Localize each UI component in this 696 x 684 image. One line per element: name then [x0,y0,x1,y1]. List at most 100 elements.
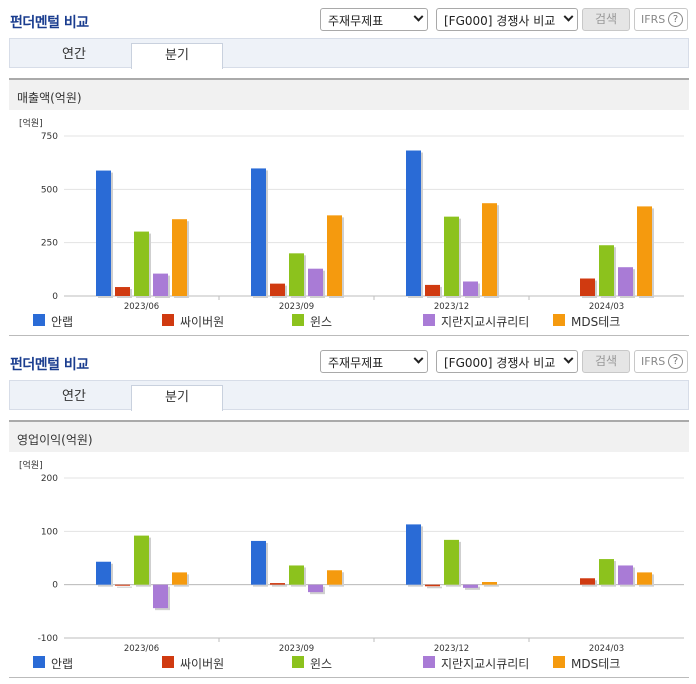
bar-mds-tech [172,219,187,296]
legend-swatch [292,314,304,326]
legend-label: MDS테크 [571,657,621,671]
search-button[interactable]: 검색 [582,8,630,31]
ifrs-button[interactable]: IFRS ? [634,350,688,373]
bar-jiran-security [618,565,633,585]
fundamental-section-operating-income: 펀더멘털 비교 주재무제표 [FG000] 경쟁사 비교 검색 IFRS ? 연… [0,342,696,684]
peer-group-select[interactable]: [FG000] 경쟁사 비교 [436,8,578,31]
bar-jiran-security [153,273,168,296]
legend-label: 지란지교시큐리티 [441,315,530,329]
legend-swatch [553,314,565,326]
bar-mds-tech [482,582,497,585]
bar-shadow [272,585,287,587]
peer-group-value: [FG000] 경쟁사 비교 [444,356,556,370]
x-tick-label: 2023/09 [279,644,314,652]
operating-income-chart: [억원] -100 0 100 200 2023/06 2023/09 2023/12 2024… [9,452,689,678]
statement-type-select[interactable]: 주재무제표 [320,350,428,373]
statement-type-value: 주재무제표 [328,14,384,28]
legend-swatch [33,656,45,668]
y-tick-label: 750 [41,132,58,142]
bar-ahnlab [406,150,421,296]
x-tick-label: 2024/03 [589,644,624,652]
bar-wins [134,535,149,585]
bar-shadow [465,586,480,590]
tab-quarterly[interactable]: 분기 [131,385,223,411]
statement-type-value: 주재무제표 [328,356,384,370]
bar-cyberone [270,283,285,296]
bar-wins [444,539,459,585]
bar-mds-tech [172,572,187,585]
revenue-chart-plot: [억원] 0 250 500 750 2023/06 2023/09 2023/12 2024/… [19,117,684,310]
bar-mds-tech [327,570,342,585]
bar-ahnlab [406,524,421,585]
legend-swatch [553,656,565,668]
tab-annual[interactable]: 연간 [62,389,86,404]
ifrs-button[interactable]: IFRS ? [634,8,688,31]
bar-wins [289,565,304,585]
bar-mds-tech [327,215,342,296]
y-tick-label: 200 [41,474,58,484]
x-tick-label: 2023/12 [434,302,469,310]
legend-swatch [423,314,435,326]
bar-cyberone [115,287,130,296]
bar-wins [289,253,304,296]
x-tick-label: 2023/12 [434,644,469,652]
legend-label: 윈스 [310,315,333,329]
y-tick-label: 100 [41,527,58,537]
bar-shadow [117,586,132,588]
legend-label: MDS테크 [571,315,621,329]
tab-annual[interactable]: 연간 [62,47,86,62]
metric-title: 영업이익(억원) [9,420,689,452]
help-icon[interactable]: ? [668,354,683,369]
bar-jiran-security [308,584,323,593]
bar-mds-tech [637,206,652,296]
chevron-down-icon [563,353,574,364]
legend-label: 안랩 [51,315,74,329]
bar-ahnlab [251,540,266,585]
x-tick-label: 2024/03 [589,302,624,310]
chevron-down-icon [413,11,424,22]
bar-wins [599,559,614,585]
y-tick-label: 250 [41,239,58,249]
statement-type-select[interactable]: 주재무제표 [320,8,428,31]
peer-group-value: [FG000] 경쟁사 비교 [444,14,556,28]
search-button[interactable]: 검색 [582,350,630,373]
x-tick-label: 2023/06 [124,644,159,652]
legend-swatch [162,314,174,326]
unit-label: [억원] [19,459,43,471]
x-tick-label: 2023/09 [279,302,314,310]
bar-jiran-security [463,584,478,588]
bar-jiran-security [618,267,633,296]
bar-cyberone [580,578,595,585]
bar-cyberone [115,584,130,586]
legend-label: 싸이버원 [180,315,225,329]
bar-jiran-security [463,281,478,296]
y-tick-label: 0 [52,581,58,591]
bar-cyberone [270,583,285,585]
bar-jiran-security [153,584,168,609]
legend-swatch [292,656,304,668]
y-tick-label: 0 [52,292,58,302]
ifrs-label: IFRS [641,355,666,368]
legend-label: 안랩 [51,657,74,671]
bar-cyberone [580,278,595,296]
chevron-down-icon [563,11,574,22]
bar-cyberone [425,584,440,587]
tab-quarterly[interactable]: 분기 [131,43,223,69]
bar-shadow [427,586,442,589]
peer-group-select[interactable]: [FG000] 경쟁사 비교 [436,350,578,373]
bar-mds-tech [637,572,652,585]
unit-label: [억원] [19,117,43,129]
legend-swatch [33,314,45,326]
bar-cyberone [425,284,440,296]
legend-label: 윈스 [310,657,333,671]
bar-wins [444,216,459,296]
period-tabs: 연간 분기 [9,38,689,69]
section-header: 펀더멘털 비교 주재무제표 [FG000] 경쟁사 비교 검색 IFRS ? [0,0,696,38]
bar-jiran-security [308,268,323,296]
legend-swatch [162,656,174,668]
section-header: 펀더멘털 비교 주재무제표 [FG000] 경쟁사 비교 검색 IFRS ? [0,342,696,380]
help-icon[interactable]: ? [668,12,683,27]
ifrs-label: IFRS [641,13,666,26]
bar-wins [134,231,149,296]
bar-mds-tech [482,203,497,296]
